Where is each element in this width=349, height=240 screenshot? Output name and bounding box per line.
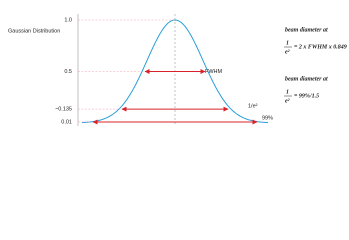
note-1: beam diameter at 1 e² = 2 x FWHM x 0.849 [284,27,347,55]
background [0,0,349,145]
curve-group: 1.0 0.5 ~0.135 0.01 FWHM 1/e² 99% [55,17,273,125]
denominator: e² [285,98,290,104]
note-heading: beam diameter at [285,76,328,82]
arrow-label: FWHM [205,69,223,75]
numerator: 1 [286,40,289,46]
gaussian-curve [81,19,269,124]
y-label: 1.0 [64,17,72,23]
note-heading: beam diameter at [285,27,328,33]
denominator: e² [285,49,290,55]
y-label: 0.5 [64,69,72,75]
y-label: ~0.135 [55,107,72,113]
diagram: Gaussian Distribution 1.0 0.5 ~0.135 0.01 FW… [0,0,349,145]
numerator: 1 [286,89,289,95]
title: Gaussian Distribution [8,28,60,34]
note-2: beam diameter at 1 e² = 99%/1.5 [284,76,328,104]
arrow-label: 99% [262,115,273,121]
y-label: 0.01 [61,119,72,125]
note-formula: = 99%/1.5 [294,93,319,99]
note-formula: = 2 x FWHM x 0.849 [294,44,347,50]
arrow-label: 1/e² [248,104,258,110]
